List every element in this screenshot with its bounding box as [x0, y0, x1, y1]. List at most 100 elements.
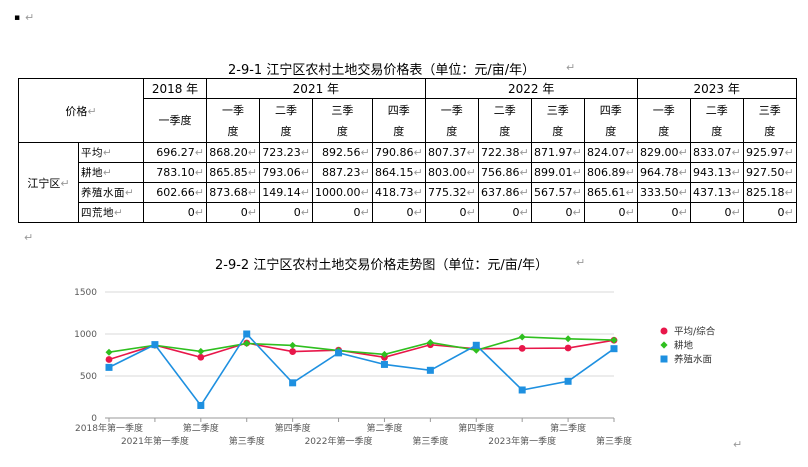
quarter-label: 度 [764, 124, 776, 138]
cell-value: 790.86 [375, 146, 414, 159]
paragraph-mark: ↵ [413, 186, 423, 199]
table-cell: 0↵ [206, 202, 260, 223]
data-point [610, 345, 618, 353]
x-tick-label: 第四季度 [458, 422, 494, 434]
quarter-label: 一季 [440, 103, 463, 117]
legend-marker [660, 355, 668, 363]
table-cell: 756.86↵ [477, 162, 532, 183]
cell-value: 899.01 [534, 166, 573, 179]
paragraph-mark: ↵ [87, 104, 97, 118]
cell-value: 0 [777, 206, 785, 219]
table-cell: 892.56↵ [312, 142, 373, 163]
data-point [564, 344, 572, 352]
paragraph-mark: ↵ [519, 166, 529, 179]
table-cell: 696.27↵ [143, 142, 207, 163]
paragraph-mark: ↵ [300, 206, 310, 219]
quarter-header: 二季度 [689, 98, 744, 143]
row-label-text: 耕地 [81, 167, 103, 179]
quarter-label: 度 [711, 124, 723, 138]
paragraph-mark: ↵ [194, 186, 204, 199]
paragraph-mark: ↵ [360, 146, 370, 159]
paragraph-mark: ↵ [60, 176, 70, 190]
data-point [151, 341, 159, 349]
paragraph-mark: ↵ [413, 206, 423, 219]
cell-value: 0 [187, 206, 195, 219]
quarter-label: 四季 [599, 103, 622, 117]
paragraph-mark: ↵ [360, 166, 370, 179]
table-cell: 790.86↵ [371, 142, 426, 163]
table-cell: 602.66↵ [143, 182, 207, 203]
corner-label: 价格 [65, 104, 88, 118]
paragraph-mark: ↵ [247, 146, 257, 159]
table-cell: 824.07↵ [583, 142, 638, 163]
data-point [518, 344, 526, 352]
table-cell: 775.32↵ [424, 182, 479, 203]
table-cell: 418.73↵ [371, 182, 426, 203]
cell-value: 807.37 [428, 146, 467, 159]
cell-value: 775.32 [428, 186, 467, 199]
table-cell: 865.61↵ [583, 182, 638, 203]
quarter-header: 二季度 [477, 98, 532, 143]
row-label-text: 四荒地 [81, 207, 114, 219]
table-cell: 0↵ [143, 202, 207, 223]
series-line [108, 332, 615, 407]
cell-value: 925.97 [746, 146, 785, 159]
quarter-label: 度 [280, 124, 292, 138]
paragraph-mark: ↵ [784, 166, 794, 179]
data-point [105, 363, 113, 371]
quarter-label: 三季 [546, 103, 569, 117]
quarter-label: 二季 [705, 103, 728, 117]
paragraph-mark: ↵ [784, 186, 794, 199]
price-table: 价格↵ 2018 年 2021 年 2022 年 2023 年 一季度 一季度 … [18, 78, 797, 223]
legend-label: 耕地 [674, 340, 694, 352]
cell-value: 865.61 [587, 186, 626, 199]
quarter-header: 一季度 [206, 98, 260, 143]
data-point [426, 366, 434, 374]
data-point [380, 350, 388, 358]
cell-value: 0 [353, 206, 361, 219]
table-cell: 871.97↵ [530, 142, 585, 163]
paragraph-mark: ↵ [784, 146, 794, 159]
region-label: 江宁区↵ [18, 142, 79, 223]
quarter-label: 度 [552, 124, 564, 138]
quarter-label: 一季 [652, 103, 675, 117]
paragraph-mark: ↵ [519, 146, 529, 159]
paragraph-mark: ↵ [247, 186, 257, 199]
table-row: 养殖水面↵ 602.66↵ 873.68↵ 149.14↵ 1000.00↵ 418.73… [19, 182, 797, 203]
quarter-header: 四季度 [371, 98, 426, 143]
data-point [564, 335, 572, 343]
paragraph-mark: ↵ [625, 206, 635, 219]
legend-label: 养殖水面 [674, 354, 712, 366]
x-tick-label: 2022年第一季度 [305, 435, 373, 447]
bullet-mark: ▪ [14, 13, 21, 23]
quarter-label: 度 [499, 124, 511, 138]
cell-value: 803.00 [428, 166, 467, 179]
row-label-text: 平均 [81, 147, 103, 159]
paragraph-mark: ↵ [413, 146, 423, 159]
quarter-header: 一季度 [636, 98, 691, 143]
data-point [610, 336, 618, 344]
series-line [108, 339, 615, 361]
data-point [197, 353, 205, 361]
paragraph-mark: ↵ [24, 231, 34, 244]
paragraph-mark: ↵ [194, 166, 204, 179]
table-cell: 0↵ [312, 202, 373, 223]
region-text: 江宁区 [27, 176, 61, 190]
table-cell: 0↵ [259, 202, 313, 223]
cell-value: 1000.00 [315, 186, 361, 199]
cell-value: 696.27 [156, 146, 195, 159]
table-cell: 0↵ [742, 202, 797, 223]
quarter-label: 度 [393, 124, 405, 138]
cell-value: 0 [293, 206, 301, 219]
paragraph-mark: ↵ [466, 146, 476, 159]
cell-value: 892.56 [322, 146, 361, 159]
cell-value: 0 [724, 206, 732, 219]
data-point [289, 341, 297, 349]
quarter-label: 三季 [331, 103, 354, 117]
data-point [289, 348, 297, 355]
data-point [518, 333, 526, 341]
paragraph-mark: ↵ [625, 146, 635, 159]
paragraph-mark: ↵ [194, 146, 204, 159]
table-cell: 0↵ [477, 202, 532, 223]
table-cell: 964.78↵ [636, 162, 691, 183]
